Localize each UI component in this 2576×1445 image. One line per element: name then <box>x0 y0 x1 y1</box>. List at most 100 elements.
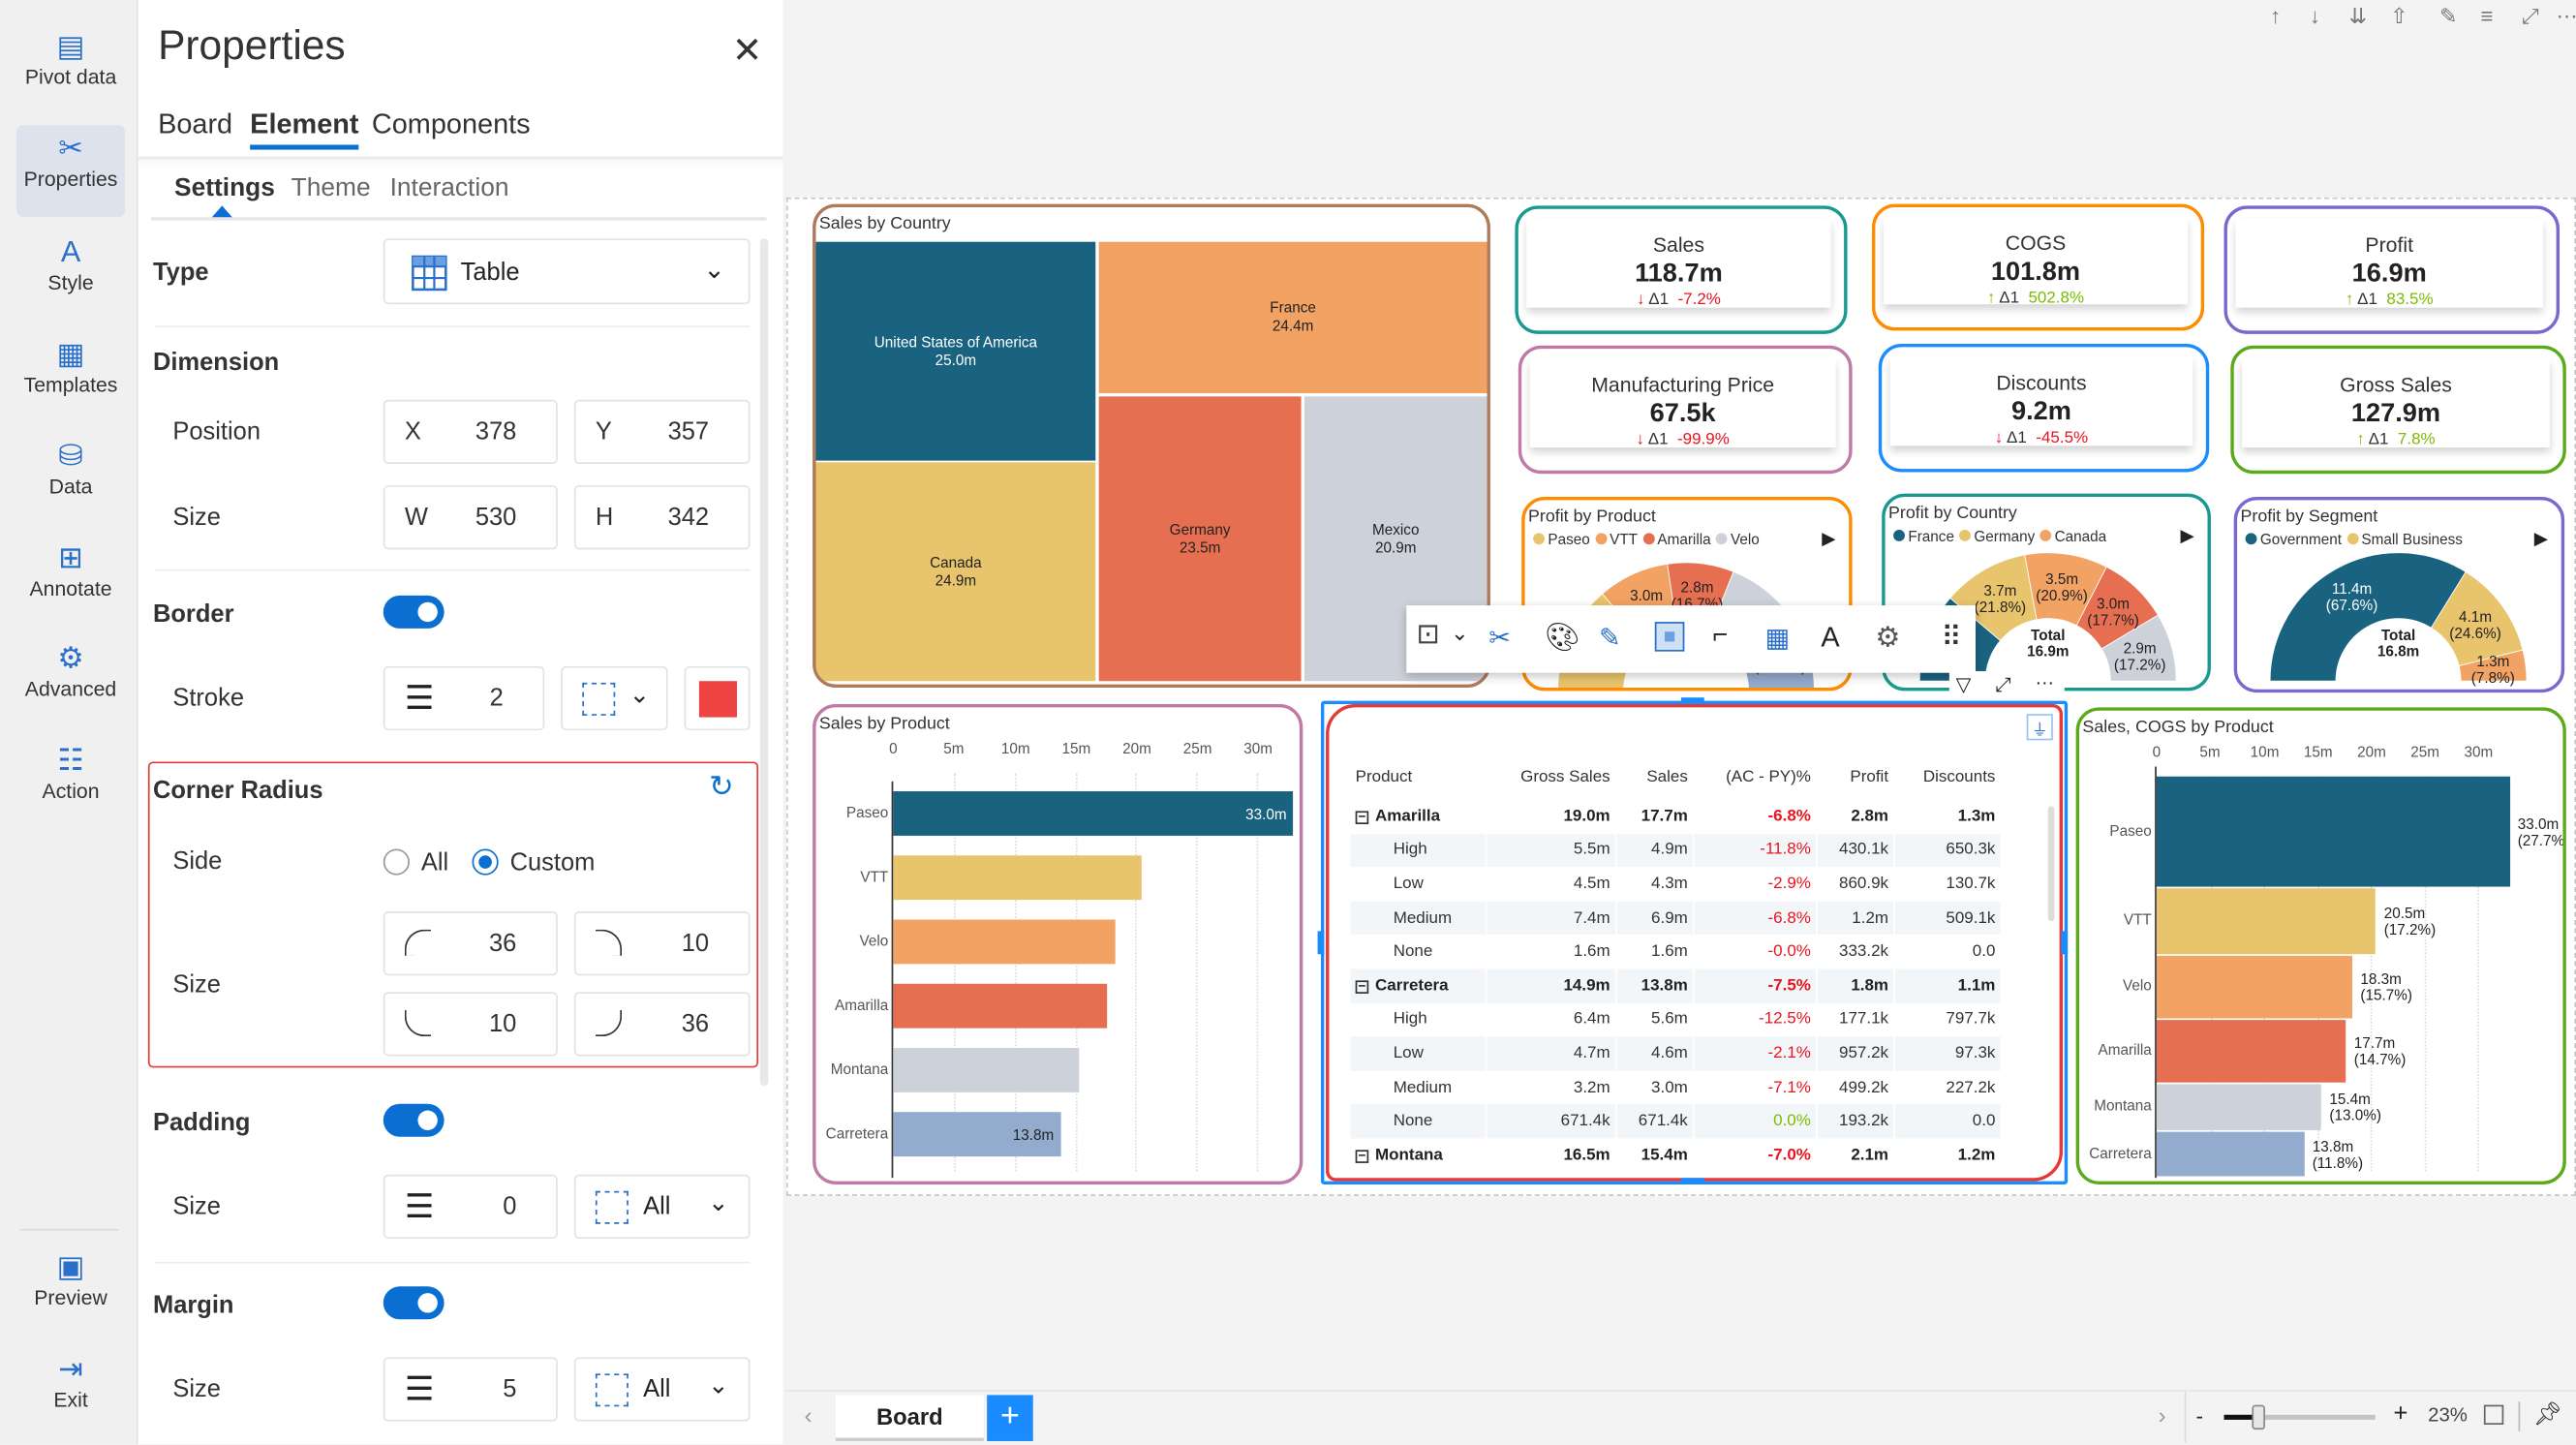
close-icon[interactable]: ✕ <box>731 29 763 72</box>
kpi-card-sales[interactable]: Sales 118.7m ↓ Δ1 -7.2% <box>1515 205 1848 334</box>
sidebar-item-data[interactable]: ⛁ Data <box>16 433 125 525</box>
kpi-card-gross-sales[interactable]: Gross Sales 127.9m ↑ Δ1 7.8% <box>2230 345 2566 475</box>
collapse-icon[interactable]: − <box>1355 979 1369 994</box>
padding-sides-dropdown[interactable]: All ⌄ <box>573 1174 751 1240</box>
subtab-interaction[interactable]: Interaction <box>389 174 509 202</box>
donut-segment[interactable] <box>2269 552 2467 682</box>
legend-item[interactable]: Small Business <box>2342 532 2463 548</box>
corner-bottom-left-input[interactable]: 10 <box>383 992 558 1057</box>
gear-icon[interactable]: ⚙ <box>1875 622 1901 654</box>
corner-top-left-input[interactable]: 36 <box>383 911 558 976</box>
bar-velo[interactable] <box>2156 955 2352 1019</box>
padding-size-input[interactable]: ☰ 0 <box>383 1174 558 1240</box>
templates-icon[interactable]: ▦ <box>1764 625 1791 654</box>
sidebar-item-pivot-data[interactable]: ▤ Pivot data <box>16 23 125 115</box>
treemap-cell[interactable]: United States of America 25.0m <box>815 241 1096 461</box>
legend-item[interactable]: Velo <box>1711 532 1760 548</box>
kpi-card-manufacturing-price[interactable]: Manufacturing Price 67.5k ↓ Δ1 -99.9% <box>1518 345 1853 475</box>
bar-chart-sales-cogs-by-product[interactable]: Sales, COGS by Product 0 5m 10m 15m 20m 25m 30m… <box>2075 707 2566 1184</box>
table-row[interactable]: Medium 7.4m 6.9m -6.8% 1.2m 509.1k <box>1350 901 2003 936</box>
filter-icon[interactable]: ▽ <box>1955 672 1972 696</box>
legend-next-icon[interactable]: ▶ <box>2180 526 2194 546</box>
margin-toggle[interactable] <box>383 1286 445 1320</box>
column-header[interactable]: Gross Sales <box>1487 753 1617 800</box>
table-row[interactable]: − Amarilla 19.0m 17.7m -6.8% 2.8m 1.3m <box>1350 799 2003 834</box>
resize-handle[interactable] <box>2061 931 2069 955</box>
margin-sides-dropdown[interactable]: All ⌄ <box>573 1357 751 1422</box>
sidebar-item-advanced[interactable]: ⚙ Advanced <box>16 635 125 727</box>
more-icon[interactable]: ⋯ <box>2556 3 2576 28</box>
legend-item[interactable]: Paseo <box>1528 532 1590 548</box>
scroll-left-icon[interactable]: ‹ <box>804 1401 813 1429</box>
subtab-theme[interactable]: Theme <box>291 174 371 202</box>
table-row[interactable]: None 671.4k 671.4k 0.0% 193.2k 0.0 <box>1350 1104 2003 1139</box>
legend-next-icon[interactable]: ▶ <box>1822 529 1836 550</box>
sidebar-item-action[interactable]: ☷ Action <box>16 737 125 829</box>
palette-icon[interactable]: 🎨︎ <box>1544 622 1580 654</box>
drag-handle-icon[interactable]: ⠿ <box>1941 622 1962 654</box>
stroke-width-input[interactable]: ☰ 2 <box>383 665 545 731</box>
table-row[interactable]: − Montana 16.5m 15.4m -7.0% 2.1m 1.2m <box>1350 1138 2003 1173</box>
pin-icon[interactable]: ✎ <box>2439 3 2458 28</box>
legend-item[interactable]: Government <box>2240 532 2342 548</box>
kpi-card-profit[interactable]: Profit 16.9m ↑ Δ1 83.5% <box>2223 205 2561 334</box>
margin-size-input[interactable]: ☰ 5 <box>383 1357 558 1422</box>
table-row[interactable]: − Carretera 14.9m 13.8m -7.5% 1.8m 1.1m <box>1350 968 2003 1003</box>
unpin-icon[interactable]: 📌︎ <box>2532 1399 2563 1427</box>
more-icon[interactable]: … <box>2035 665 2055 690</box>
filter-icon[interactable]: ≡ <box>2480 3 2494 28</box>
collapse-icon[interactable]: − <box>1355 810 1369 824</box>
table-row[interactable]: Low 4.5m 4.3m -2.9% 860.9k 130.7k <box>1350 867 2003 902</box>
send-to-back-icon[interactable]: ⇊ <box>2348 3 2368 28</box>
zoom-out-button[interactable]: - <box>2195 1402 2204 1429</box>
table-options-icon[interactable]: ⏚ <box>2026 714 2053 741</box>
reset-icon[interactable]: ↻ <box>709 769 734 803</box>
donut-segment[interactable] <box>2101 614 2177 682</box>
bar-vtt[interactable] <box>2156 888 2377 955</box>
tab-board[interactable]: Board <box>158 108 233 140</box>
resize-handle[interactable] <box>1680 697 1704 705</box>
properties-icon[interactable]: ✂ <box>1488 625 1512 654</box>
donut-profit-by-segment[interactable]: Profit by Segment Government Small Busines… <box>2233 496 2565 693</box>
bar-vtt[interactable] <box>893 855 1142 901</box>
arrow-up-icon[interactable]: ↑ <box>2270 3 2282 28</box>
collapse-icon[interactable]: − <box>1355 1149 1369 1163</box>
width-input[interactable]: W 530 <box>383 485 558 550</box>
bar-carretera[interactable] <box>893 1112 1061 1157</box>
tab-components[interactable]: Components <box>371 108 531 140</box>
style-icon[interactable]: A <box>1821 622 1840 654</box>
table-row[interactable]: Medium 3.2m 3.0m -7.1% 499.2k 227.2k <box>1350 1070 2003 1105</box>
legend-item[interactable]: Germany <box>1954 528 2035 544</box>
legend-item[interactable]: Canada <box>2035 528 2106 544</box>
height-input[interactable]: H 342 <box>573 485 751 550</box>
legend-next-icon[interactable]: ▶ <box>2533 529 2549 550</box>
zoom-in-button[interactable]: + <box>2393 1399 2408 1429</box>
zoom-slider[interactable] <box>2223 1404 2376 1430</box>
zoom-slider-thumb[interactable] <box>2252 1404 2266 1430</box>
bar-amarilla[interactable] <box>2156 1020 2346 1083</box>
table-row[interactable]: High 5.5m 4.9m -11.8% 430.1k 650.3k <box>1350 833 2003 868</box>
expand-icon[interactable]: ⤢ <box>1995 672 2011 696</box>
donut-segment[interactable] <box>2458 649 2528 682</box>
treemap-cell[interactable]: Canada 24.9m <box>815 462 1096 682</box>
position-y-input[interactable]: Y 357 <box>573 399 751 465</box>
border-toggle[interactable] <box>383 595 445 629</box>
column-header[interactable]: Product <box>1350 753 1488 800</box>
type-dropdown[interactable]: Table ⌄ <box>383 238 751 305</box>
sidebar-item-properties[interactable]: ✂ Properties <box>15 125 126 218</box>
sidebar-item-style[interactable]: A Style <box>16 229 125 321</box>
treemap-sales-by-country[interactable]: Sales by Country United States of America… <box>813 203 1490 689</box>
table-row[interactable]: High 6.4m 5.6m -12.5% 177.1k 797.7k <box>1350 1002 2003 1037</box>
resize-handle[interactable] <box>1317 931 1325 955</box>
bar-velo[interactable] <box>893 919 1116 965</box>
add-element-icon[interactable]: ⊡ <box>1416 618 1440 650</box>
bar-montana[interactable] <box>2156 1084 2321 1130</box>
legend-item[interactable]: Amarilla <box>1638 532 1711 548</box>
table-scrollbar[interactable] <box>2047 806 2055 922</box>
corner-bottom-right-input[interactable]: 36 <box>573 992 751 1057</box>
kpi-card-cogs[interactable]: COGS 101.8m ↑ Δ1 502.8% <box>1872 203 2205 331</box>
expand-icon[interactable]: ⤢ <box>2521 3 2539 28</box>
resize-handle[interactable] <box>1680 1178 1704 1184</box>
column-header[interactable]: Profit <box>1816 753 1895 800</box>
corner-top-right-input[interactable]: 10 <box>573 911 751 976</box>
